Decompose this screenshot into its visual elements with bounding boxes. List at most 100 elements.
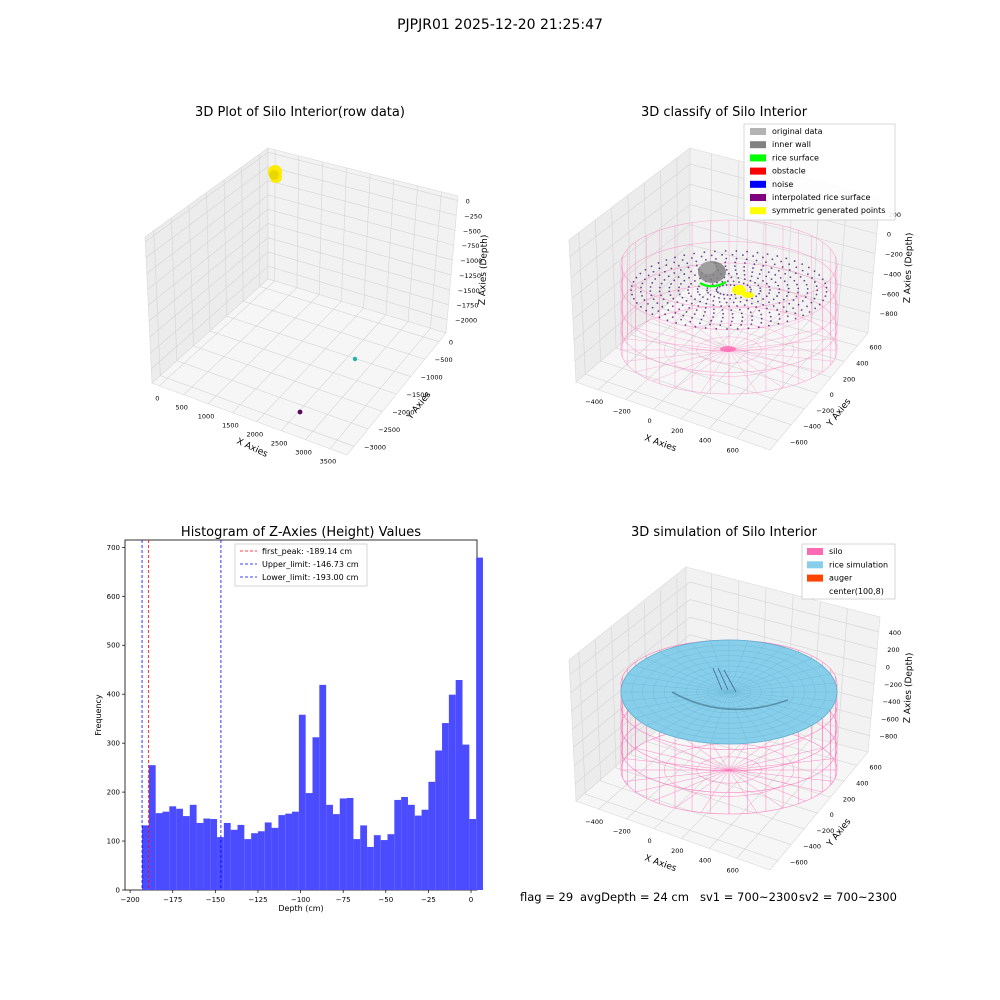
noise-point <box>699 322 701 325</box>
noise-point <box>706 298 709 301</box>
silo-floor-line <box>624 758 730 771</box>
histogram-bar <box>442 723 449 890</box>
noise-point <box>685 299 688 302</box>
noise-point <box>732 280 735 283</box>
histogram-bar <box>319 684 327 890</box>
x-tick-label: 0 <box>155 395 159 403</box>
silo-floor-line <box>624 769 730 782</box>
noise-point <box>644 278 646 281</box>
noise-point <box>681 259 684 261</box>
noise-point <box>801 269 804 272</box>
noise-point <box>676 301 679 303</box>
x-tick-label: 200 <box>671 847 683 855</box>
grid-line <box>736 609 848 859</box>
noise-point <box>702 296 704 298</box>
noise-point <box>766 307 768 310</box>
silo-floor-line <box>728 769 834 782</box>
panel1-points <box>268 165 358 415</box>
noise-point <box>693 252 696 255</box>
noise-point <box>752 255 755 257</box>
noise-point <box>778 291 780 294</box>
noise-point <box>635 276 638 279</box>
panel3-xlabel: Depth (cm) <box>278 904 323 913</box>
y-tick-label: 200 <box>107 789 120 797</box>
silo-floor-line <box>728 349 823 373</box>
silo-floor-line <box>700 307 730 351</box>
grid-line <box>241 167 425 360</box>
noise-point <box>721 284 724 287</box>
grid-line <box>708 182 821 429</box>
noise-point <box>751 315 753 318</box>
panel4-zlabel: Z Axies (Depth) <box>903 653 915 724</box>
noise-point <box>762 303 764 306</box>
x-tick-label: 500 <box>175 404 187 412</box>
rice-surface-spoke <box>728 691 812 726</box>
noise-point <box>644 268 647 271</box>
noise-point <box>697 305 700 307</box>
y-tick-label: 400 <box>107 691 120 699</box>
noise-point <box>751 297 753 300</box>
noise-point <box>735 257 738 260</box>
noise-point <box>783 280 786 283</box>
noise-point <box>768 311 771 314</box>
noise-point <box>762 298 765 300</box>
noise-point <box>799 276 802 278</box>
noise-point <box>777 322 780 325</box>
noise-point <box>667 275 670 278</box>
noise-point <box>651 282 654 284</box>
noise-point <box>818 303 821 306</box>
noise-point <box>677 289 680 292</box>
noise-point <box>755 295 758 298</box>
noise-point <box>681 296 684 299</box>
histogram-bar <box>292 811 299 890</box>
noise-point <box>709 323 711 326</box>
noise-point <box>688 306 691 309</box>
panel4-rice-surface <box>620 639 838 745</box>
panel3-reference-lines <box>141 540 222 890</box>
histogram-bar <box>217 837 224 890</box>
noise-point <box>755 306 757 308</box>
noise-point <box>768 301 770 304</box>
status-flag: flag = 29 <box>520 890 574 904</box>
data-point <box>269 170 279 180</box>
y-tick-label: 0 <box>116 887 120 895</box>
noise-point <box>695 264 698 267</box>
noise-point <box>640 286 642 289</box>
noise-point <box>758 309 761 312</box>
y-tick-label: −3000 <box>364 443 386 451</box>
noise-point <box>704 327 707 329</box>
silo-floor-line <box>674 311 730 351</box>
histogram-bar <box>367 846 374 890</box>
silo-floor-line <box>624 338 730 351</box>
histogram-bar <box>189 804 197 890</box>
silo-floor-line <box>635 349 730 373</box>
noise-point <box>795 295 798 298</box>
rice-surface-spoke <box>622 691 730 702</box>
silo-floor-line <box>728 738 806 771</box>
noise-point <box>649 290 652 293</box>
rice-surface-mark <box>699 281 727 288</box>
noise-point <box>786 295 788 297</box>
grid-line <box>150 251 449 354</box>
noise-point <box>733 284 736 287</box>
histogram-bar <box>407 804 415 890</box>
rice-surface-spoke <box>728 682 836 693</box>
noise-point <box>803 279 806 282</box>
silo-floor-line <box>728 769 758 813</box>
z-tick-label: −2000 <box>455 317 477 325</box>
rice-surface-spoke <box>622 682 730 693</box>
noise-point <box>813 270 816 273</box>
grid-line <box>232 167 347 413</box>
noise-point <box>821 278 824 281</box>
auger-shadow <box>671 691 789 711</box>
noise-point <box>777 269 780 272</box>
noise-point <box>734 265 736 268</box>
noise-point <box>712 316 714 318</box>
histogram-bar <box>380 840 388 890</box>
noise-point <box>741 320 743 322</box>
rice-surface-spoke <box>635 665 730 693</box>
noise-point <box>719 324 722 327</box>
noise-point <box>658 290 661 293</box>
y-tick-label: −1500 <box>407 391 429 399</box>
z-tick-label: −400 <box>883 698 901 706</box>
